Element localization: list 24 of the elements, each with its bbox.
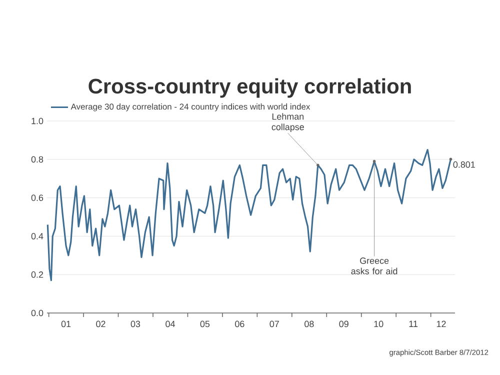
legend-label: Average 30 day correlation - 24 country indices with world index xyxy=(70,103,310,112)
x-tick-label: 03 xyxy=(130,320,140,328)
x-tick-label: 11 xyxy=(409,320,418,327)
x-tick-label: 09 xyxy=(339,320,348,328)
annotation: Lehman collapse xyxy=(272,113,304,132)
x-tick-label: 10 xyxy=(374,320,384,328)
x-tick-label: 04 xyxy=(166,320,175,328)
y-tick-label: 0.4 xyxy=(31,233,44,240)
x-tick-label: 12 xyxy=(436,320,446,328)
x-tick-label: 07 xyxy=(270,320,279,328)
x-tick-label: 02 xyxy=(96,320,106,328)
y-tick-label: 0.0 xyxy=(31,310,44,316)
x-tick-label: 06 xyxy=(235,320,244,328)
line-series xyxy=(46,148,452,282)
chart-title: Cross-country equity correlation xyxy=(88,78,411,98)
y-tick-label: 1.0 xyxy=(32,118,44,124)
annotation: 0.801 xyxy=(453,161,475,168)
x-tick-label: 05 xyxy=(200,320,210,328)
y-tick-label: 0.8 xyxy=(31,156,44,163)
x-tick-label: 01 xyxy=(61,320,71,328)
annotation: Greece asks for aid xyxy=(351,258,398,274)
y-tick-label: 0.6 xyxy=(31,194,44,201)
y-tick-label: 0.2 xyxy=(31,271,44,278)
x-tick-label: 08 xyxy=(304,320,314,328)
